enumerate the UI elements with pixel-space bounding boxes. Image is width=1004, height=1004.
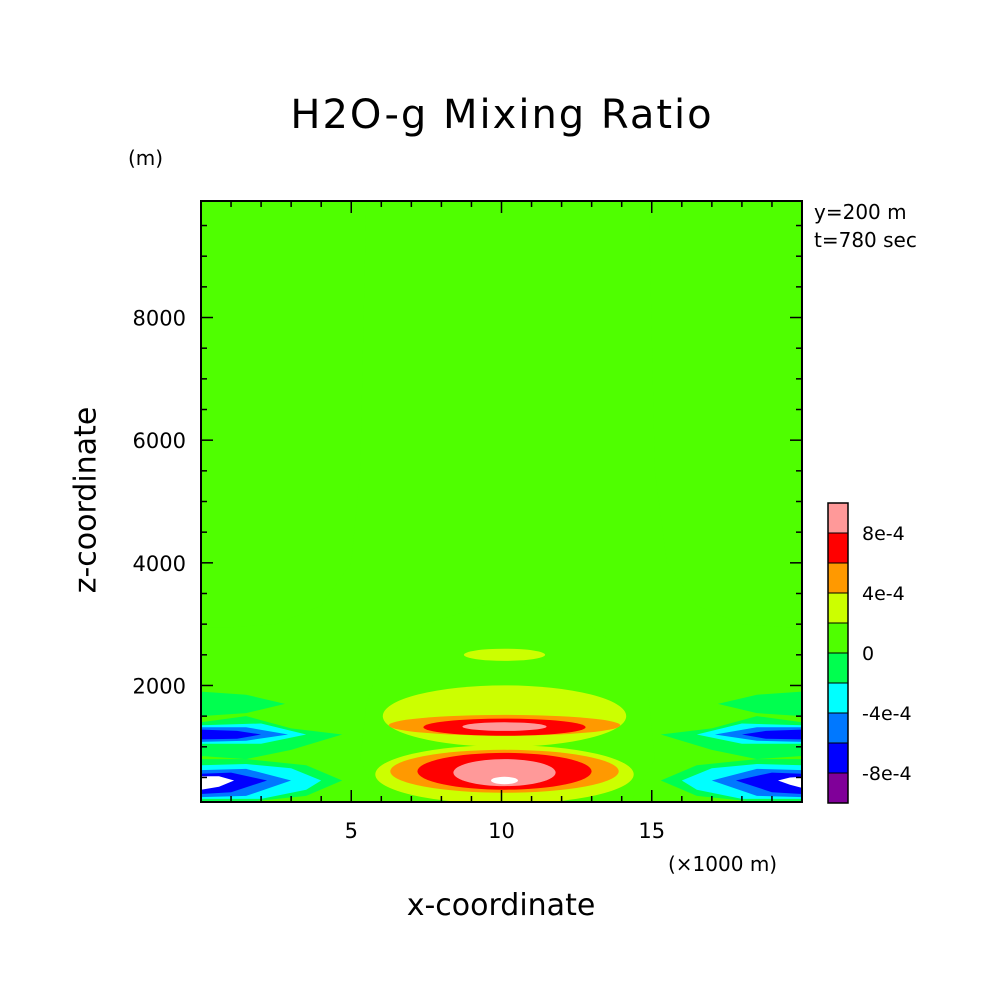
colorbar-tick-label: -4e-4 bbox=[862, 703, 912, 725]
contour-region-30 bbox=[741, 729, 802, 740]
colorbar-swatch bbox=[827, 592, 849, 624]
contour-region-31 bbox=[735, 772, 802, 794]
colorbar-swatch bbox=[827, 502, 849, 534]
contour-region-3 bbox=[463, 648, 546, 661]
y-axis-unit: (m) bbox=[128, 146, 164, 170]
colorbar-swatch bbox=[827, 532, 849, 564]
chart-title: H2O-g Mixing Ratio bbox=[290, 92, 714, 138]
x-tick-label: 15 bbox=[638, 819, 665, 843]
y-tick-label: 4000 bbox=[133, 552, 186, 576]
contour-region-12 bbox=[491, 776, 518, 785]
x-tick-label: 10 bbox=[488, 819, 515, 843]
colorbar-tick-label: 0 bbox=[862, 643, 874, 665]
colorbar-frame bbox=[827, 502, 849, 804]
y-tick-label: 8000 bbox=[133, 307, 186, 331]
colorbar-swatch bbox=[827, 652, 849, 684]
contour-region-24 bbox=[717, 691, 802, 717]
contour-region-1 bbox=[648, 201, 802, 628]
colorbar-swatch bbox=[827, 622, 849, 654]
contour-region-22 bbox=[201, 776, 235, 790]
colorbar-swatch bbox=[827, 712, 849, 744]
y-tick-label: 6000 bbox=[133, 429, 186, 453]
contour-region-10 bbox=[462, 722, 547, 731]
colorbar-swatch bbox=[827, 682, 849, 714]
contour-fill-layer bbox=[201, 201, 802, 802]
annotation-y-position: y=200 m bbox=[814, 200, 907, 224]
y-tick-label: 2000 bbox=[133, 674, 186, 698]
x-axis-unit: (×1000 m) bbox=[668, 852, 778, 876]
contour-region-14 bbox=[201, 691, 286, 717]
contour-region-11 bbox=[453, 759, 556, 787]
x-axis-label: x-coordinate bbox=[406, 888, 596, 923]
axis-ticks: 5 10 15 2000 4000 6000 8000 bbox=[133, 201, 802, 843]
contour-region-0 bbox=[201, 201, 367, 628]
contour-region-20 bbox=[201, 729, 262, 740]
colorbar-swatch bbox=[827, 742, 849, 774]
colorbar-tick-label: 8e-4 bbox=[862, 523, 905, 545]
contour-region-32 bbox=[778, 776, 802, 788]
annotation-time: t=780 sec bbox=[814, 228, 917, 252]
colorbar-swatch bbox=[827, 772, 849, 804]
colorbar-tick-label: 4e-4 bbox=[862, 583, 905, 605]
x-tick-label: 5 bbox=[345, 819, 358, 843]
colorbar-tick-label: -8e-4 bbox=[862, 763, 912, 785]
colorbar-swatch bbox=[827, 562, 849, 594]
colorbar: -8e-4 -4e-4 0 4e-4 8e-4 bbox=[827, 502, 912, 804]
